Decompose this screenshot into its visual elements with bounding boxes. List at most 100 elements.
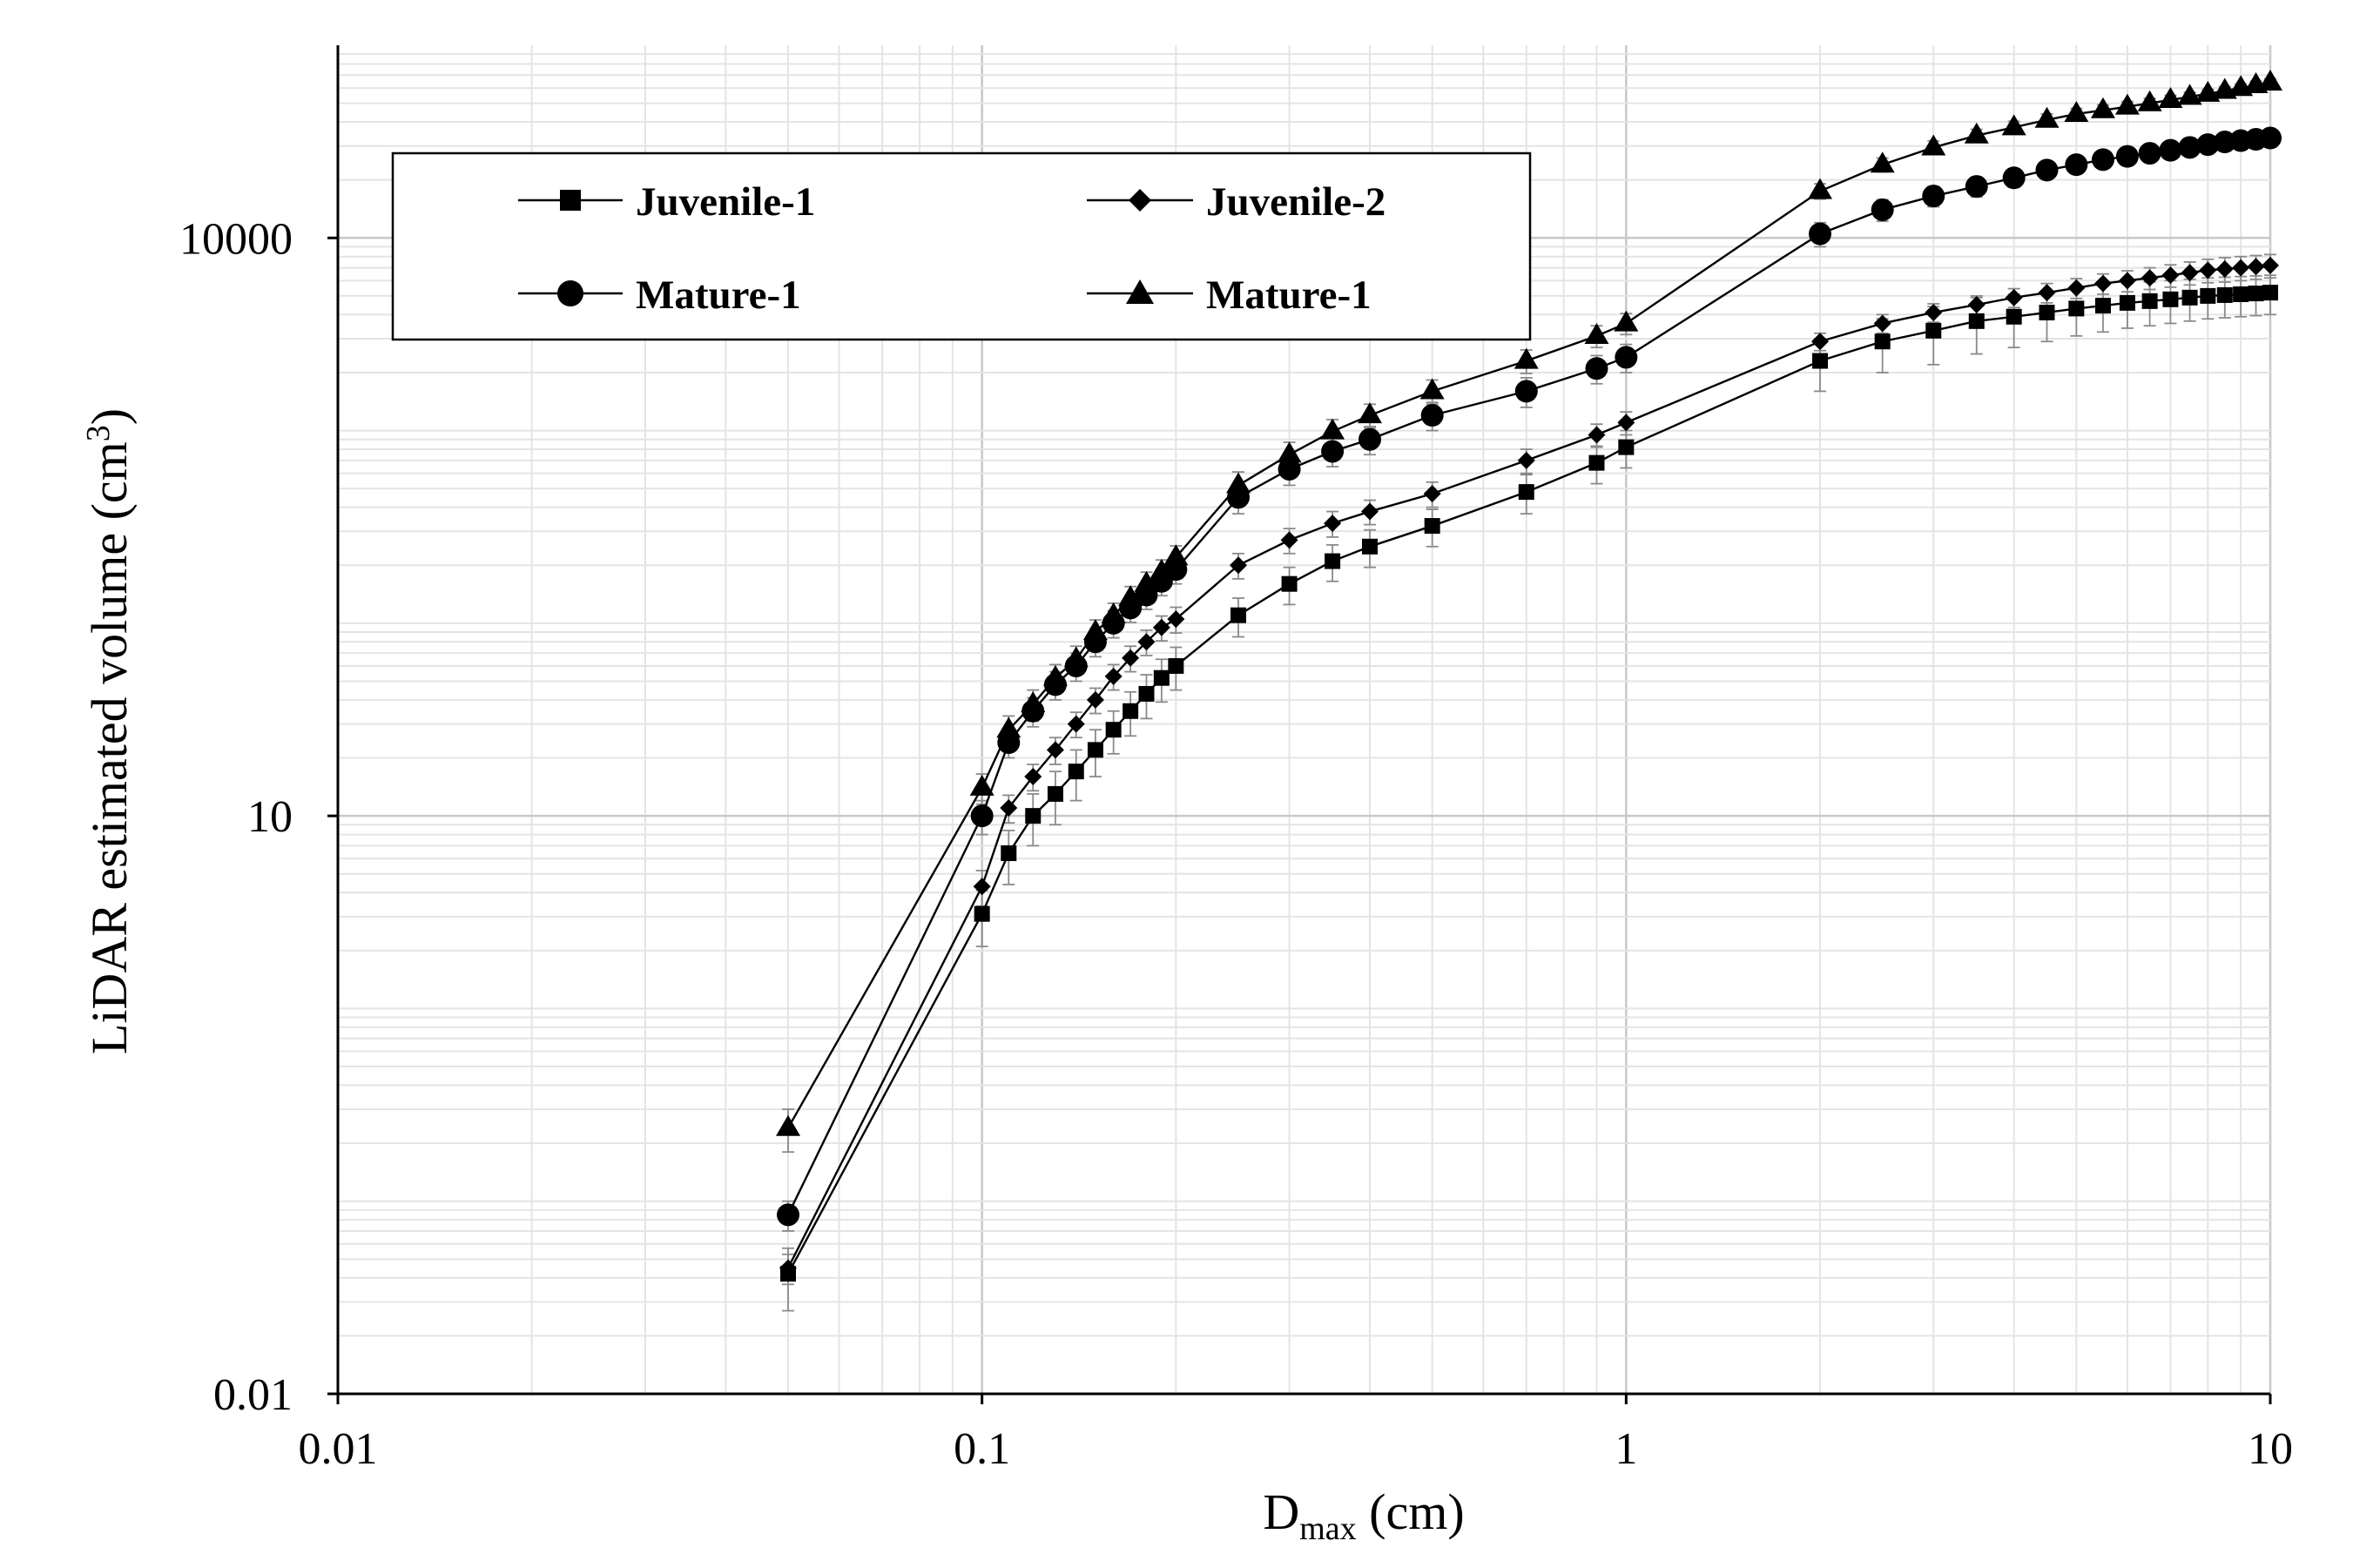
data-point-square: [1281, 575, 1298, 592]
data-point-square: [1168, 657, 1184, 674]
data-point-diamond: [1046, 741, 1064, 759]
data-point-square: [1105, 722, 1122, 738]
data-point-diamond: [1588, 426, 1606, 444]
data-point-triangle: [2001, 114, 2026, 136]
data-point-square: [2233, 286, 2249, 302]
data-point-triangle: [1134, 570, 1159, 592]
x-tick-label: 10: [2248, 1424, 2293, 1474]
x-tick-label: 0.01: [299, 1424, 378, 1474]
data-point-diamond: [1925, 303, 1943, 321]
legend-item-juvenile-2: Juvenile-2: [1087, 179, 1386, 225]
data-point-triangle: [1514, 347, 1539, 369]
data-point-circle: [777, 1203, 800, 1227]
data-point-circle: [1585, 357, 1608, 380]
data-point-triangle: [1082, 619, 1108, 641]
data-point-triangle: [1320, 418, 1345, 440]
data-point-diamond: [2199, 261, 2217, 279]
data-point-square: [1138, 685, 1155, 702]
y-axis-title: LiDAR estimated volume (cm3): [80, 408, 138, 1054]
data-point-square: [2094, 298, 2111, 314]
data-point-triangle: [1277, 441, 1302, 463]
y-tick-label: 10: [247, 792, 293, 842]
legend-box: [391, 151, 1532, 341]
data-point-square: [2200, 287, 2216, 304]
data-point-triangle: [1964, 122, 1989, 144]
data-point-square: [2141, 293, 2158, 309]
data-point-diamond: [2118, 272, 2136, 290]
data-point-square: [1874, 333, 1891, 350]
data-point-diamond: [1137, 633, 1156, 651]
data-point-diamond: [1810, 333, 1829, 351]
data-point-diamond: [1280, 531, 1298, 549]
data-point-square: [1087, 742, 1103, 758]
data-point-triangle: [1419, 378, 1445, 400]
data-point-diamond: [779, 1259, 798, 1277]
data-point-circle: [1615, 346, 1638, 369]
triangle-marker-icon: [1126, 279, 1154, 304]
data-point-circle: [2065, 153, 2088, 177]
data-point-triangle: [1063, 646, 1089, 668]
data-point-circle: [2259, 126, 2282, 150]
data-point-square: [1025, 808, 1042, 824]
series-line: [786, 264, 2271, 1268]
data-point-diamond: [1104, 667, 1123, 685]
data-point-circle: [1278, 457, 1301, 481]
data-point-triangle: [1149, 558, 1174, 580]
legend-label: Juvenile-1: [636, 179, 815, 225]
data-point-triangle: [1042, 664, 1068, 686]
data-point-diamond: [1152, 618, 1170, 636]
data-point-square: [2216, 286, 2233, 303]
data-point-circle: [2091, 148, 2114, 172]
data-point-diamond: [1517, 451, 1535, 469]
data-point-diamond: [1167, 610, 1185, 629]
data-point-triangle: [1021, 690, 1046, 712]
data-point-circle: [2002, 166, 2026, 190]
data-point-circle: [2196, 133, 2220, 157]
diamond-marker-icon: [1129, 189, 1151, 212]
data-point-diamond: [2038, 284, 2056, 302]
data-point-diamond: [1617, 414, 1635, 432]
data-point-square: [1230, 607, 1247, 623]
y-tick-label: 10000: [179, 214, 293, 264]
data-point-circle: [1358, 427, 1381, 451]
data-point-square: [1925, 322, 1942, 339]
data-point-circle: [1871, 198, 1894, 221]
data-point-circle: [2115, 145, 2139, 168]
axes: [336, 45, 2270, 1396]
data-point-triangle: [2064, 101, 2089, 123]
data-point-diamond: [1360, 502, 1379, 521]
legend-label: Mature-1: [1206, 273, 1372, 318]
data-point-square: [2262, 285, 2278, 301]
data-point-triangle: [1163, 544, 1189, 566]
x-tick-label: 0.1: [954, 1424, 1010, 1474]
legend-label: Juvenile-2: [1206, 179, 1386, 225]
data-point-diamond: [1873, 314, 1891, 333]
data-point-square: [2162, 291, 2179, 307]
data-point-square: [1123, 703, 1139, 719]
data-point-triangle: [2034, 106, 2060, 128]
legend-label: Mature-1: [636, 273, 801, 318]
data-point-circle: [970, 804, 994, 828]
data-point-square: [1047, 785, 1063, 802]
data-point-diamond: [1230, 556, 1248, 575]
data-point-square: [2006, 308, 2022, 325]
data-point-diamond: [1000, 798, 1018, 817]
data-point-circle: [1321, 440, 1345, 463]
data-point-square: [2181, 289, 2198, 306]
data-point-circle: [2159, 138, 2182, 162]
data-point-diamond: [1024, 767, 1042, 785]
circle-marker-icon: [557, 280, 583, 306]
data-point-circle: [1965, 175, 1988, 198]
data-point-square: [1325, 553, 1341, 569]
data-point-circle: [1514, 380, 1538, 403]
data-point-circle: [1808, 222, 1831, 246]
data-point-diamond: [1067, 715, 1085, 733]
data-point-triangle: [1584, 322, 1609, 344]
data-point-diamond: [2247, 258, 2265, 276]
data-point-triangle: [2258, 70, 2282, 91]
data-point-square: [2119, 294, 2135, 311]
x-tick-label: 1: [1615, 1424, 1637, 1474]
data-point-diamond: [2093, 274, 2112, 293]
data-point-diamond: [2181, 264, 2199, 282]
data-point-square: [2248, 286, 2264, 302]
